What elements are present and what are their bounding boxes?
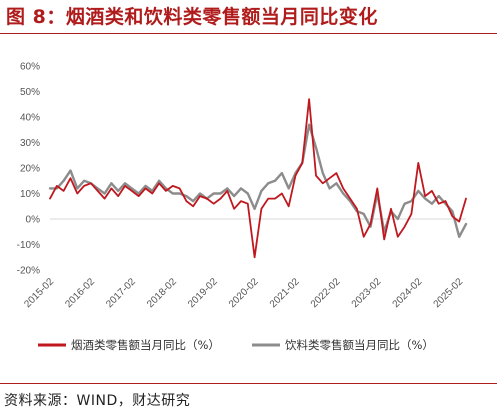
title-divider [0, 33, 497, 34]
source-divider [0, 383, 497, 384]
y-tick-label: 10% [20, 189, 40, 200]
legend: 烟酒类零售额当月同比（%） 饮料类零售额当月同比（%） [38, 338, 434, 352]
x-tick-label: 2019-02 [186, 276, 220, 310]
y-tick-label: -10% [17, 240, 40, 251]
y-tick-label: 0% [26, 215, 41, 226]
y-tick-label: 30% [20, 138, 40, 149]
x-axis-labels: 2015-02 2016-02 2017-02 2018-02 2019-02 2020-… [22, 276, 465, 310]
legend-label-tobacco-alcohol: 烟酒类零售额当月同比（%） [71, 338, 220, 352]
x-tick-label: 2024-02 [391, 276, 425, 310]
y-tick-label: 50% [20, 87, 40, 98]
x-tick-label: 2015-02 [22, 276, 56, 310]
series-line-beverages [48, 123, 468, 239]
y-tick-label: -20% [17, 266, 40, 277]
x-tick-label: 2020-02 [227, 276, 261, 310]
source-note: 资料来源：WIND，财达研究 [4, 393, 191, 409]
x-tick-label: 2022-02 [309, 276, 343, 310]
series-lines [48, 98, 468, 259]
figure-title: 图 8：烟酒类和饮料类零售额当月同比变化 [6, 6, 378, 28]
y-tick-label: 20% [20, 164, 40, 175]
series-line-tobacco-alcohol [49, 98, 467, 259]
x-tick-label: 2017-02 [104, 276, 138, 310]
x-tick-label: 2025-02 [432, 276, 466, 310]
x-tick-label: 2021-02 [268, 276, 302, 310]
x-tick-label: 2023-02 [350, 276, 384, 310]
y-tick-label: 40% [20, 113, 40, 124]
y-axis-labels: -20% -10% 0% 10% 20% 30% 40% 50% 60% [17, 62, 40, 277]
y-tick-label: 60% [20, 62, 40, 73]
line-chart: -20% -10% 0% 10% 20% 30% 40% 50% 60% 2015-02 2016… [17, 62, 468, 352]
legend-label-beverages: 饮料类零售额当月同比（%） [285, 338, 434, 352]
x-tick-label: 2018-02 [145, 276, 179, 310]
x-tick-label: 2016-02 [63, 276, 97, 310]
